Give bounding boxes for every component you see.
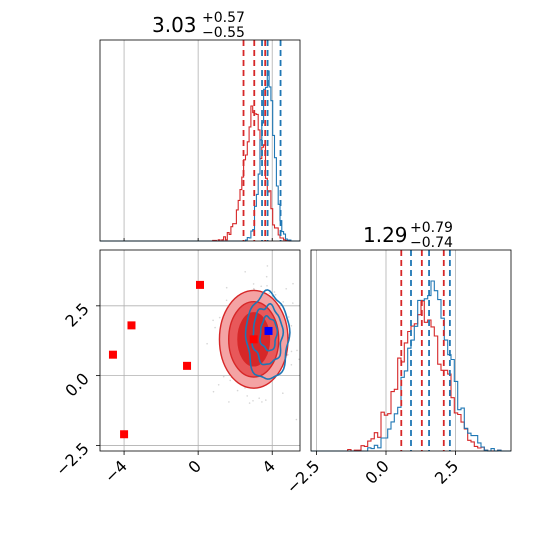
- top-left-quantile-lines: [242, 40, 282, 241]
- top-left-frame: [99, 39, 301, 242]
- bottom-left-sample-point: [214, 326, 216, 329]
- bottom-left-sample-point: [217, 384, 220, 386]
- bottom-left-sample-point: [244, 271, 246, 273]
- bottom-left-sample-point: [290, 364, 293, 366]
- bottom-left-sample-point: [246, 395, 248, 397]
- bottom-left-sample-point: [212, 319, 214, 322]
- top-left-grid: [123, 40, 273, 241]
- red-square-marker-2: [108, 350, 117, 359]
- bottom-left-blue-contour-2: [259, 315, 279, 352]
- bottom-left-ytick-label-2: 2.5: [61, 299, 92, 330]
- bottom-right-quantile-lines: [400, 250, 451, 451]
- top-left-hist-red: [100, 105, 300, 242]
- top-left-title-upper: +0.57: [202, 10, 245, 26]
- bottom-left-sample-point: [292, 302, 294, 304]
- bottom-left-sample-point: [273, 291, 276, 293]
- bottom-left-sample-point: [282, 392, 284, 395]
- top-left-hist-blue: [100, 70, 300, 242]
- bottom-left-sample-point: [206, 342, 208, 345]
- bottom-right-frame: [310, 249, 512, 452]
- red-square-marker-5: [249, 335, 258, 344]
- blue-square-marker: [264, 326, 273, 335]
- bottom-left-sample-point: [288, 316, 290, 318]
- bottom-left-xtick-label-2: 4: [258, 456, 279, 477]
- bottom-left-sample-point: [222, 375, 225, 378]
- bottom-left-markers: [108, 280, 273, 439]
- bottom-left-blue-contour-0: [244, 289, 291, 380]
- bottom-left-sample-point: [229, 379, 231, 382]
- bottom-left-sample-point: [218, 316, 221, 319]
- bottom-right-xtick-label-2: 2.5: [431, 456, 462, 487]
- red-square-marker-3: [183, 361, 192, 370]
- bottom-right-title-value: 1.29: [363, 223, 408, 247]
- top-left-histograms: [100, 70, 300, 242]
- bottom-left-blue-contour-1: [251, 302, 285, 366]
- bottom-left-sample-point: [261, 401, 263, 403]
- bottom-left-sample-point: [266, 285, 268, 287]
- top-left-title-lower: −0.55: [202, 25, 245, 41]
- bottom-left-sample-point: [282, 301, 285, 303]
- red-square-marker-0: [196, 280, 204, 289]
- top-left-title: 3.03 +0.57 −0.55: [152, 7, 250, 41]
- bottom-left-xtick-label-0: −4: [101, 456, 131, 486]
- bottom-left-sample-point: [290, 350, 293, 353]
- bottom-left-sample-point: [298, 358, 300, 361]
- bottom-right-title: 1.29 +0.79 −0.74: [363, 217, 458, 251]
- bottom-left-frame: [99, 249, 301, 452]
- bottom-left-sample-point: [296, 349, 298, 352]
- panel-bottom-right: −2.5 0.0 2.5 1.29 +0.79 −0.74: [282, 217, 512, 497]
- bottom-right-grid: [316, 250, 456, 451]
- bottom-left-ytick-label-1: 0.0: [61, 369, 92, 400]
- top-left-ticks: [123, 238, 273, 241]
- bottom-right-xtick-label-1: 0.0: [361, 456, 392, 487]
- bottom-left-sample-point: [290, 325, 293, 327]
- bottom-right-ticks: −2.5 0.0 2.5: [282, 451, 462, 497]
- bottom-right-title-lower: −0.74: [410, 235, 453, 251]
- bottom-left-sample-point: [285, 288, 288, 290]
- bottom-left-ytick-label-0: −2.5: [52, 439, 93, 480]
- bottom-left-sample-point: [266, 265, 269, 267]
- bottom-left-sample-point: [252, 400, 254, 402]
- bottom-left-sample-point: [287, 353, 289, 356]
- top-left-title-value: 3.03: [152, 13, 197, 37]
- red-square-marker-4: [120, 430, 129, 439]
- bottom-left-xtick-label-1: 0: [184, 456, 205, 477]
- bottom-left-sample-point: [265, 399, 267, 401]
- bottom-left-sample-point: [260, 285, 263, 288]
- bottom-left-sample-point: [236, 389, 239, 392]
- bottom-left-sample-point: [295, 418, 298, 421]
- bottom-left-sample-point: [225, 299, 228, 302]
- bottom-left-sample-point: [268, 292, 271, 295]
- bottom-left-sample-point: [212, 390, 215, 393]
- bottom-left-sample-point: [225, 286, 228, 289]
- red-square-marker-1: [127, 321, 136, 330]
- panel-top-left: 3.03 +0.57 −0.55: [99, 7, 301, 242]
- bottom-left-sample-point: [292, 282, 294, 285]
- bottom-left-sample-point: [248, 402, 251, 404]
- bottom-right-title-upper: +0.79: [410, 220, 453, 236]
- bottom-left-sample-point: [252, 283, 255, 285]
- bottom-left-sample-point: [265, 275, 268, 278]
- bottom-left-sample-point: [258, 397, 261, 400]
- bottom-right-hist-red: [311, 300, 511, 452]
- panel-bottom-left: −4 0 4 −2.5 0.0 2.5: [52, 249, 301, 487]
- bottom-right-xtick-label-0: −2.5: [282, 456, 323, 497]
- bottom-left-sample-point: [228, 401, 230, 403]
- bottom-left-sample-point: [274, 294, 277, 296]
